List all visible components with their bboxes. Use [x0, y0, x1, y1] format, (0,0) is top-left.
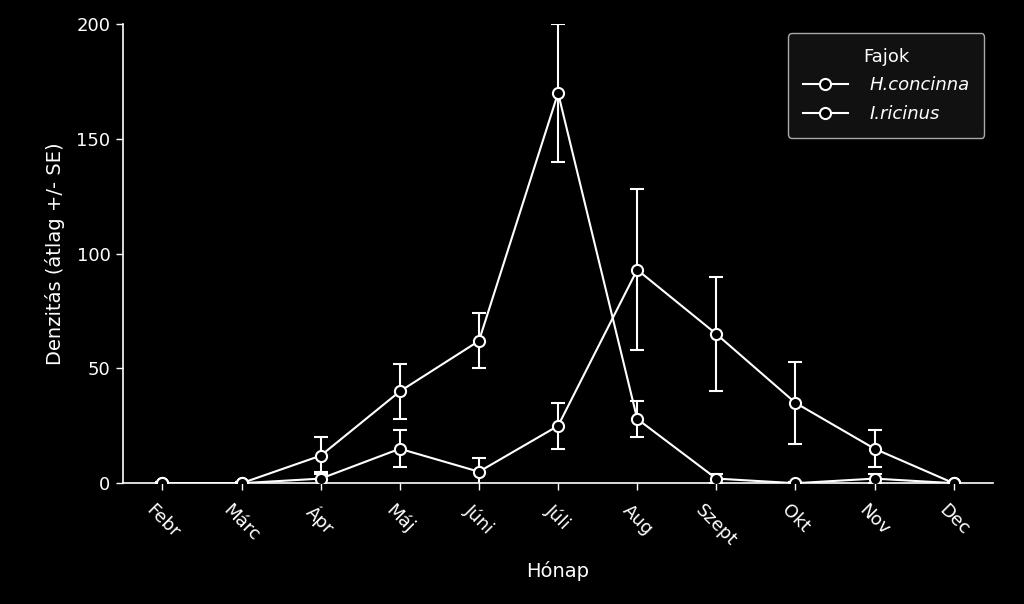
- Legend: H.concinna, I.ricinus: H.concinna, I.ricinus: [788, 33, 984, 138]
- X-axis label: Hónap: Hónap: [526, 561, 590, 580]
- Y-axis label: Denzitás (átlag +/- SE): Denzitás (átlag +/- SE): [45, 143, 66, 365]
